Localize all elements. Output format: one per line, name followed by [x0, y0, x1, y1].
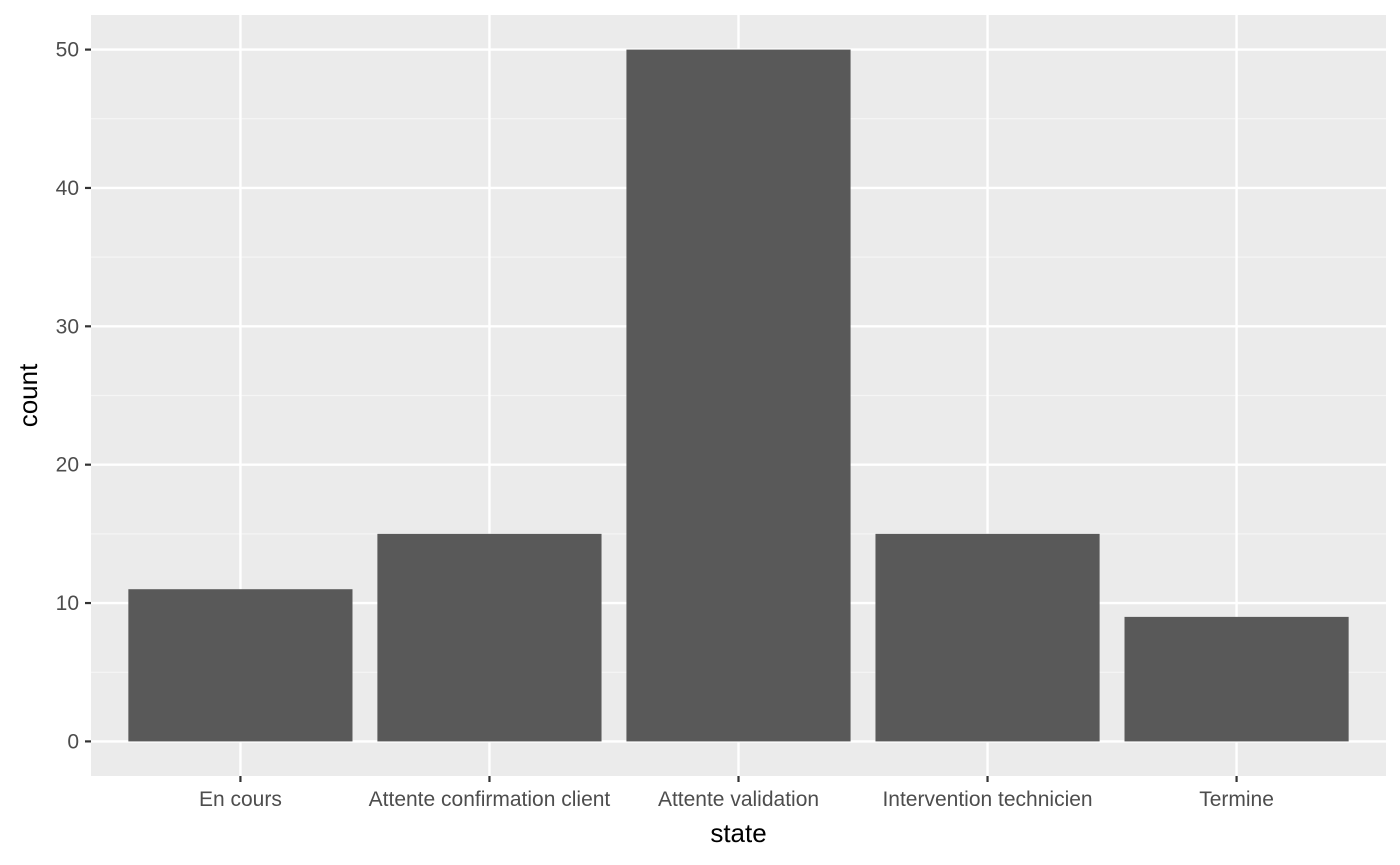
- bar: [626, 49, 851, 742]
- x-tick-label: Attente validation: [658, 788, 819, 811]
- y-tick-label: 40: [56, 177, 79, 200]
- bar: [875, 533, 1100, 742]
- x-axis-title: state: [710, 818, 766, 848]
- x-tick-label: Intervention technicien: [882, 788, 1092, 811]
- y-tick-label: 0: [67, 730, 79, 753]
- x-tick-label: Attente confirmation client: [369, 788, 611, 811]
- bar: [128, 589, 353, 742]
- y-tick-label: 50: [56, 39, 79, 62]
- x-tick-label: En cours: [199, 788, 282, 811]
- bars: [128, 49, 1349, 742]
- y-tick-label: 10: [56, 592, 79, 615]
- bar: [377, 533, 602, 742]
- x-tick-label: Termine: [1199, 788, 1274, 811]
- y-axis-title: count: [13, 363, 43, 427]
- x-axis: En cours Attente confirmation client Atten…: [199, 776, 1274, 811]
- y-tick-label: 30: [56, 315, 79, 338]
- y-axis: 0 10 20 30 40 50: [56, 39, 91, 753]
- y-tick-label: 20: [56, 454, 79, 477]
- bar: [1124, 616, 1349, 742]
